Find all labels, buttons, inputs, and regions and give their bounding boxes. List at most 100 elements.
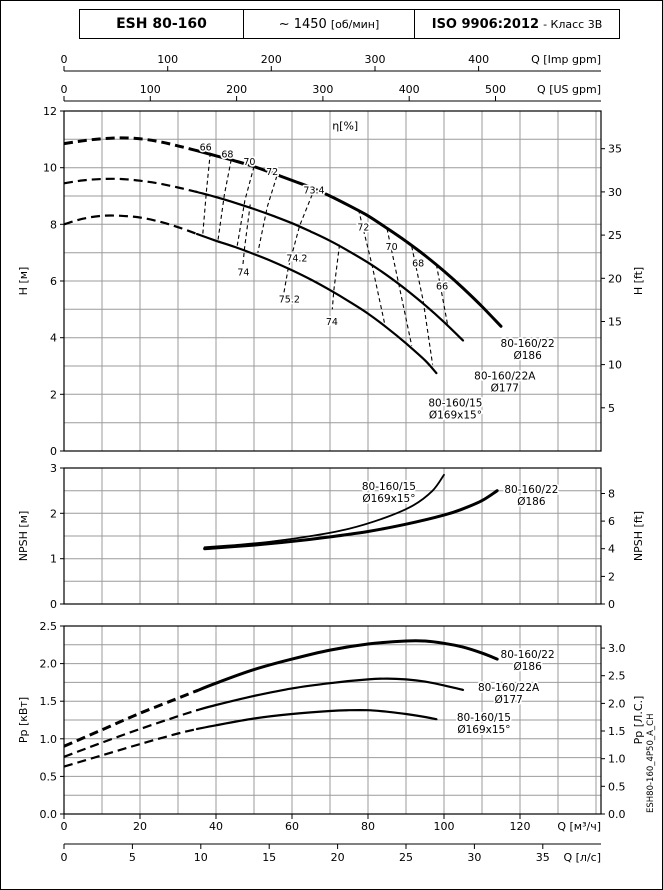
y-tick-label-left: 12 — [43, 105, 57, 118]
curve-80-160-22-186-dashed — [63, 689, 198, 748]
efficiency-axis-label: η[%] — [332, 119, 358, 132]
curve-label: 80-160/15 — [428, 398, 482, 410]
ls-unit-label: Q [л/с] — [563, 851, 601, 864]
y-axis-label-right: NPSH [ft] — [632, 511, 645, 561]
us-gpm-tick-label: 200 — [226, 83, 247, 96]
y-tick-label-right: 0.0 — [608, 808, 626, 821]
curve-label: 80-160/22 — [501, 649, 555, 661]
imp-gpm-tick-label: 200 — [261, 53, 282, 66]
curve-label: 80-160/22A — [474, 371, 536, 383]
efficiency-line — [435, 264, 449, 326]
us-gpm-tick-label: 0 — [61, 83, 68, 96]
efficiency-line — [386, 228, 413, 346]
power-panel: 0.0 0.5 1.0 1.5 2.0 2.5 0.0 0.5 1.0 1.5 2.0 2.5 3.0 P… — [17, 620, 645, 821]
y-tick-label-right: 5 — [608, 402, 615, 415]
ls-tick-label: 30 — [467, 851, 481, 864]
curve-80-160-15-169x15- — [195, 708, 438, 731]
imp-gpm-tick-label: 300 — [365, 53, 386, 66]
efficiency-line — [202, 152, 211, 236]
panel-border — [63, 467, 602, 605]
y-tick-label-left: 0 — [50, 445, 57, 458]
flow-axes-bottom: 0 20 40 60 80 100 120 Q [м³/ч] 0 5 10 15 20 25 30 35 Q [… — [61, 814, 601, 864]
y-tick-label-left: 0.5 — [40, 770, 58, 783]
drawing-code: ESH80-160_4P50_A_CH — [646, 713, 656, 813]
y-tick-label-left: 3 — [50, 462, 57, 475]
curve-label: 80-160/22 — [501, 338, 555, 350]
curve-80-160-15-169x15- — [195, 232, 438, 375]
efficiency-line — [411, 246, 434, 365]
curve-label: Ø169x15° — [362, 493, 415, 505]
m3h-tick-label: 60 — [285, 820, 299, 833]
curve-label: 80-160/15 — [457, 712, 511, 724]
m3h-tick-label: 100 — [434, 820, 455, 833]
pump-model: ESH 80-160 — [116, 16, 207, 32]
m3h-tick-label: 120 — [510, 820, 531, 833]
curve-label: 80-160/22A — [478, 682, 540, 694]
y-tick-label-right: 10 — [608, 359, 622, 372]
pump-model-cell: ESH 80-160 — [79, 9, 244, 39]
y-tick-label-left: 10 — [43, 162, 57, 175]
us-gpm-unit-label: Q [US gpm] — [537, 83, 601, 96]
efficiency-label: 74 — [237, 268, 249, 279]
efficiency-label: 72 — [266, 167, 278, 178]
y-tick-label-left: 2 — [50, 507, 57, 520]
us-gpm-tick-label: 400 — [399, 83, 420, 96]
y-tick-label-right: 2 — [608, 570, 615, 583]
y-axis-label-right: Pp [Л.С.] — [632, 696, 645, 745]
y-tick-label-left: 8 — [50, 218, 57, 231]
y-tick-label-right: 1.5 — [608, 725, 626, 738]
us-gpm-tick-label: 500 — [485, 83, 506, 96]
efficiency-label: 73.4 — [303, 185, 324, 196]
y-tick-label-right: 4 — [608, 543, 615, 556]
efficiency-label: 74.2 — [286, 253, 307, 264]
y-axis-label-left: NPSH [м] — [17, 511, 30, 562]
curve-label: Ø169x15° — [457, 724, 510, 736]
curve-80-160-15-169x15--dashed — [63, 214, 198, 236]
efficiency-label: 66 — [436, 282, 448, 293]
pump-speed-unit: [об/мин] — [330, 17, 380, 31]
y-axis-label-right: H [ft] — [632, 267, 645, 295]
y-tick-label-right: 15 — [608, 316, 622, 329]
side-code: ESH80-160_4P50_A_CH — [646, 713, 656, 813]
imp-gpm-unit-label: Q [Imp gpm] — [531, 53, 601, 66]
curve-80-160-22-186 — [195, 639, 499, 693]
efficiency-label: 70 — [386, 242, 398, 253]
curve-80-160-15-169x15- — [203, 473, 445, 549]
y-tick-label-right: 1.0 — [608, 753, 626, 766]
y-axis-label-left: H [м] — [17, 267, 30, 296]
y-tick-label-right: 2.5 — [608, 670, 626, 683]
ls-tick-label: 15 — [262, 851, 276, 864]
curve-label: Ø177 — [491, 383, 519, 395]
curve-80-160-15-169x15--dashed — [63, 727, 198, 768]
y-tick-label-right: 6 — [608, 515, 615, 528]
m3h-unit-label: Q [м³/ч] — [557, 820, 601, 833]
curve-label: 80-160/22 — [504, 484, 558, 496]
imp-gpm-tick-label: 400 — [468, 53, 489, 66]
efficiency-line — [242, 204, 251, 265]
y-tick-label-left: 0.0 — [40, 808, 58, 821]
m3h-tick-label: 40 — [209, 820, 223, 833]
y-tick-label-right: 30 — [608, 186, 622, 199]
efficiency-line — [236, 166, 255, 248]
m3h-tick-label: 0 — [61, 820, 68, 833]
efficiency-label: 68 — [221, 150, 233, 161]
m3h-tick-label: 80 — [361, 820, 375, 833]
y-tick-label-left: 2.5 — [40, 620, 58, 633]
y-tick-label-right: 0 — [608, 598, 615, 611]
title-bar: ESH 80-160 ~ 1450 [об/мин] ISO 9906:2012… — [79, 9, 620, 39]
curve-80-160-22-186-dashed — [63, 136, 198, 153]
y-tick-label-right: 3.0 — [608, 642, 626, 655]
m3h-tick-label: 20 — [133, 820, 147, 833]
efficiency-label: 75.2 — [279, 294, 300, 305]
y-tick-label-left: 2.0 — [40, 658, 58, 671]
curve-label: 80-160/15 — [362, 481, 416, 493]
imp-gpm-tick-label: 100 — [157, 53, 178, 66]
standard-cell: ISO 9906:2012 - Класс 3В — [414, 9, 620, 39]
efficiency-line — [217, 159, 232, 241]
y-tick-label-right: 25 — [608, 229, 622, 242]
y-tick-label-left: 1 — [50, 553, 57, 566]
curve-80-160-22a-177 — [195, 190, 465, 342]
npsh-panel: 0 1 2 3 0 2 4 6 8 NPSH [м] NPSH [ft] 80-160/15Ø169x… — [17, 462, 645, 611]
